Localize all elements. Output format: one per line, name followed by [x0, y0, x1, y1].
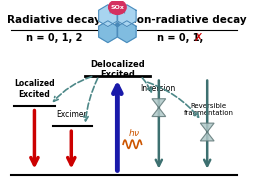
- Polygon shape: [151, 99, 165, 108]
- Polygon shape: [117, 21, 136, 43]
- Text: Localized
Excited: Localized Excited: [14, 79, 55, 99]
- Text: Excimer: Excimer: [56, 110, 86, 119]
- Circle shape: [108, 0, 126, 14]
- Polygon shape: [117, 5, 136, 27]
- Polygon shape: [199, 132, 213, 141]
- Text: Delocalized
Excited: Delocalized Excited: [90, 60, 144, 79]
- Polygon shape: [151, 108, 165, 117]
- Text: Inversion: Inversion: [139, 84, 174, 93]
- Polygon shape: [98, 5, 117, 27]
- Text: h$\nu$: h$\nu$: [128, 127, 140, 139]
- Polygon shape: [98, 21, 117, 43]
- Polygon shape: [199, 123, 213, 132]
- Text: Radiative decay: Radiative decay: [7, 15, 101, 25]
- Text: ✗: ✗: [193, 33, 202, 43]
- Text: Non-radiative decay: Non-radiative decay: [128, 15, 246, 25]
- Text: Reversible
fragmentation: Reversible fragmentation: [183, 103, 232, 116]
- Text: n = 0, 1, 2: n = 0, 1, 2: [26, 33, 82, 43]
- Text: SOx: SOx: [110, 5, 124, 10]
- Text: n = 0, 1,: n = 0, 1,: [156, 33, 203, 43]
